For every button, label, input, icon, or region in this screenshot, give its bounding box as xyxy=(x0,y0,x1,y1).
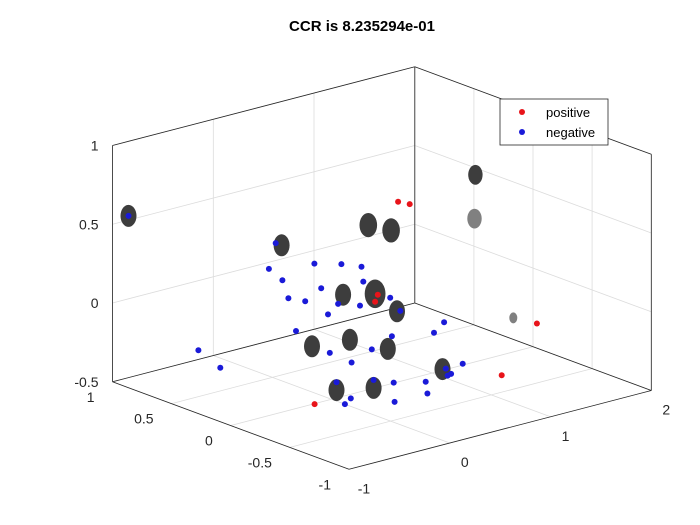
data-point-negative xyxy=(302,298,309,305)
data-point-positive xyxy=(395,198,402,205)
grid-line xyxy=(112,145,415,225)
blob-marker xyxy=(509,312,518,324)
grid-line xyxy=(112,223,415,304)
data-point-negative xyxy=(388,333,395,340)
blob-marker xyxy=(304,335,320,358)
data-point-negative xyxy=(442,365,449,372)
data-point-negative xyxy=(217,364,224,371)
blob-marker xyxy=(328,379,345,402)
data-points xyxy=(125,198,540,408)
data-point-negative xyxy=(348,359,355,366)
data-point-negative xyxy=(448,370,455,377)
data-point-negative xyxy=(338,261,345,268)
y-tick-label: 0 xyxy=(205,433,213,449)
data-point-negative xyxy=(459,360,466,367)
data-point-negative xyxy=(387,294,394,301)
y-tick-label: 0.5 xyxy=(134,411,154,427)
data-point-negative xyxy=(341,401,348,408)
data-point-negative xyxy=(357,302,363,309)
x-tick-label: 0 xyxy=(461,454,469,470)
data-point-negative xyxy=(358,263,365,270)
y-tick-label: 1 xyxy=(87,389,95,405)
data-point-negative xyxy=(441,319,448,326)
legend-box xyxy=(499,98,609,146)
data-point-positive xyxy=(533,320,540,327)
z-tick-label: -0.5 xyxy=(74,374,98,390)
z-tick-label: 0 xyxy=(91,295,99,311)
z-tick-label: 0.5 xyxy=(79,216,99,232)
data-point-negative xyxy=(125,212,132,219)
data-point-negative xyxy=(370,377,377,383)
legend-label-positive: positive xyxy=(546,105,590,120)
data-point-positive xyxy=(372,298,379,305)
data-point-positive xyxy=(311,401,318,408)
data-point-negative xyxy=(368,346,375,353)
data-point-positive xyxy=(374,291,381,298)
blob-marker xyxy=(273,234,290,257)
legend: positive negative xyxy=(499,98,609,146)
data-point-negative xyxy=(293,328,299,334)
blob-marker xyxy=(389,300,405,323)
data-point-negative xyxy=(318,285,325,292)
blob-marker xyxy=(382,218,400,243)
data-point-negative xyxy=(424,390,431,397)
blob-marker xyxy=(468,164,483,185)
axis-line xyxy=(112,66,415,146)
blob-marker xyxy=(467,208,482,229)
chart-title: CCR is 8.235294e-01 xyxy=(289,18,435,35)
data-point-negative xyxy=(325,311,331,318)
x-tick-label: 2 xyxy=(662,402,670,418)
blob-marker xyxy=(335,283,352,306)
data-point-negative xyxy=(431,329,437,336)
blob-marker xyxy=(379,337,396,360)
legend-marker-negative xyxy=(519,129,525,135)
data-point-negative xyxy=(360,278,367,285)
axis-line xyxy=(112,302,415,383)
data-point-positive xyxy=(406,201,413,208)
data-point-negative xyxy=(422,378,429,385)
data-point-negative xyxy=(391,398,398,405)
axis-line xyxy=(414,302,652,391)
grid-line xyxy=(414,145,652,234)
legend-marker-positive xyxy=(519,109,525,115)
data-point-negative xyxy=(272,240,279,247)
grid-line xyxy=(414,223,652,313)
legend-label-negative: negative xyxy=(546,125,595,140)
data-point-negative xyxy=(326,349,333,356)
x-tick-label: -1 xyxy=(358,480,371,496)
axis-line xyxy=(348,390,652,470)
y-tick-label: -1 xyxy=(319,476,332,492)
data-point-negative xyxy=(195,347,202,354)
blob-marker xyxy=(341,328,358,351)
data-point-negative xyxy=(311,260,318,267)
z-tick-label: 1 xyxy=(91,138,99,154)
data-point-negative xyxy=(285,295,292,302)
grid-line xyxy=(230,346,534,426)
axis-line xyxy=(112,381,350,470)
data-point-negative xyxy=(390,379,397,386)
x-tick-label: 1 xyxy=(562,428,570,444)
y-tick-label: -0.5 xyxy=(248,454,272,470)
data-point-negative xyxy=(347,395,354,402)
data-point-positive xyxy=(498,372,505,379)
data-point-negative xyxy=(279,277,286,284)
blob-marker xyxy=(359,213,378,238)
grid-line xyxy=(171,324,475,404)
grid-line xyxy=(289,368,593,448)
data-point-negative xyxy=(265,265,272,272)
blob-marker xyxy=(365,376,382,399)
data-point-negative xyxy=(335,300,342,307)
axes-box xyxy=(112,66,652,470)
data-point-negative xyxy=(397,307,404,314)
blob-markers xyxy=(120,164,518,402)
data-point-negative xyxy=(333,379,340,386)
